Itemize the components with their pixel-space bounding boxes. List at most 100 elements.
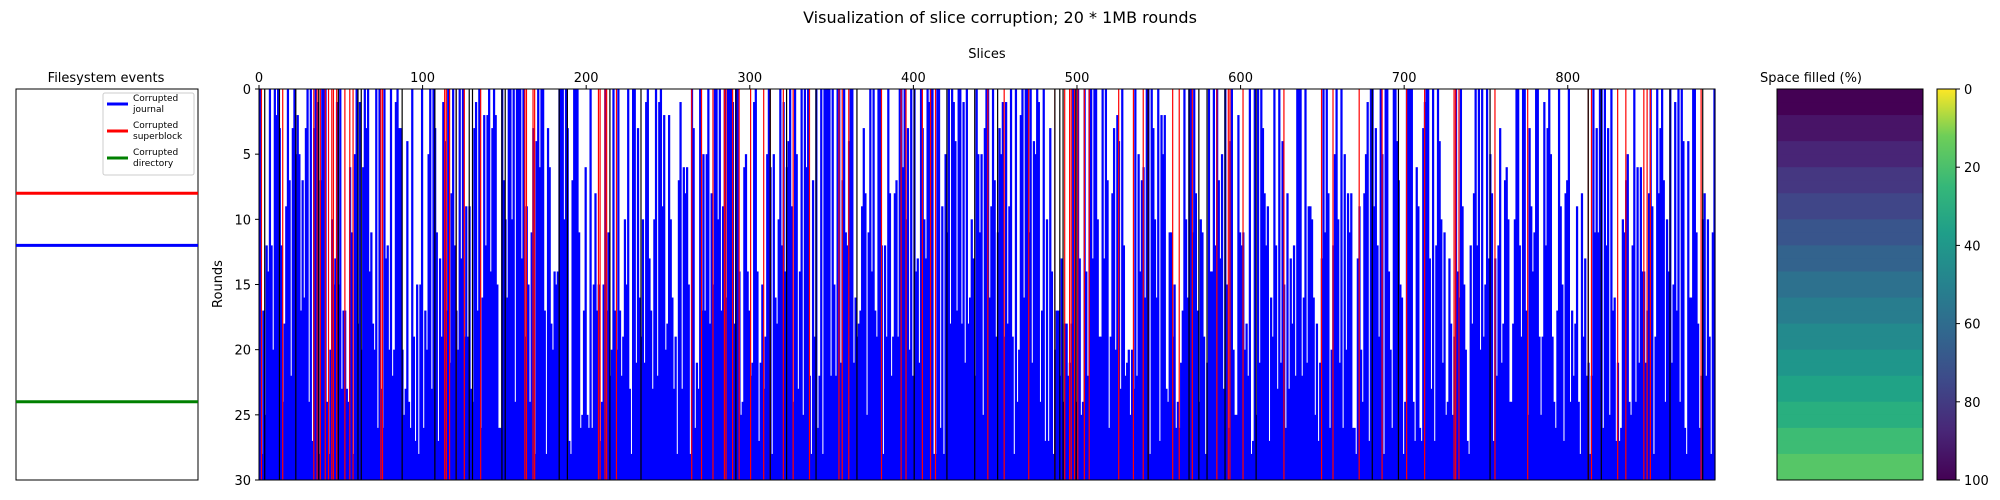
slice-bar (813, 336, 816, 480)
slice-bar (452, 89, 455, 480)
slice-bar (1575, 206, 1579, 481)
slice-bar (309, 89, 312, 480)
slice-bar (757, 440, 761, 480)
slice-bar (970, 219, 973, 481)
slice-bar (1459, 89, 1463, 480)
slice-bar (1350, 193, 1353, 480)
slice-bar (530, 232, 533, 480)
slice-bar (676, 453, 679, 480)
slice-bar (296, 115, 299, 481)
slice-bar (1533, 232, 1536, 480)
slice-bar (460, 258, 463, 480)
slice-bar (1692, 89, 1695, 480)
slice-bar (1582, 336, 1585, 480)
slice-bar (797, 388, 800, 480)
slice-bar (537, 89, 540, 480)
slice-bar (730, 89, 733, 480)
slice-bar (756, 271, 759, 480)
slice-bar (1163, 115, 1166, 481)
slice-bar (378, 89, 381, 480)
slice-bar (1451, 414, 1454, 480)
slice-bar (1418, 427, 1422, 480)
slice-bar (1317, 440, 1320, 480)
slice-bar (969, 297, 972, 480)
slice-bar (1711, 232, 1714, 480)
slice-bar (543, 310, 546, 480)
slice-bar (612, 89, 615, 480)
slice-bar (1170, 232, 1173, 480)
slice-bar (915, 271, 918, 480)
slice-bar (488, 89, 491, 480)
colorbar-tick-label: 0 (1964, 83, 1972, 98)
slice-bar (301, 180, 304, 480)
slice-bar (962, 102, 965, 481)
slice-bar (1314, 414, 1317, 480)
slice-bar (972, 258, 975, 480)
slice-bar (303, 297, 306, 480)
slice-bar (998, 128, 1001, 480)
slice-bar (1431, 89, 1435, 480)
slice-bar (1319, 362, 1322, 480)
slice-bar (584, 167, 587, 480)
slice-bar (1698, 427, 1701, 480)
slice-bar (600, 401, 604, 480)
slice-bar (299, 310, 303, 480)
slice-bar (887, 89, 890, 480)
slice-bar (1706, 219, 1710, 481)
space-heatmap-row (1777, 271, 1923, 285)
slice-bar (1219, 258, 1222, 480)
slice-bar (1523, 89, 1526, 480)
slice-bar (641, 219, 645, 481)
slice-bar (1697, 323, 1700, 480)
slice-bar (1515, 89, 1518, 480)
slice-bar (1294, 375, 1297, 480)
slice-bar (1072, 89, 1075, 480)
slice-bar (951, 89, 954, 480)
slice-bar (1469, 245, 1472, 480)
slice-bar (1248, 89, 1251, 480)
space-heatmap-row (1777, 349, 1923, 364)
slice-bar (1631, 245, 1634, 480)
slice-bar (465, 206, 468, 481)
slice-bar (1289, 258, 1292, 480)
slice-bar (1623, 232, 1626, 480)
slice-bar (1675, 310, 1678, 480)
slice-bar (1593, 232, 1597, 480)
slice-bar (854, 297, 857, 480)
slice-bar (1379, 89, 1382, 480)
slice-bar (1548, 89, 1551, 480)
slice-bar (955, 310, 959, 480)
slice-bar (1613, 297, 1616, 480)
slice-bar (1274, 245, 1278, 480)
slice-bar (1608, 414, 1611, 480)
slice-bar (1245, 323, 1248, 480)
slice-bar (1685, 453, 1688, 480)
slice-bar (1425, 89, 1428, 480)
slice-bar (1456, 271, 1459, 480)
slice-bar (1677, 89, 1680, 480)
slice-bar (1124, 375, 1127, 480)
slice-bar (568, 440, 571, 480)
slice-bar (527, 284, 530, 480)
slice-bar (1094, 89, 1098, 480)
slice-bar (882, 453, 885, 480)
slice-bar (326, 401, 329, 480)
slice-bar (991, 89, 995, 480)
slice-bar (308, 401, 311, 480)
slice-bar (1369, 89, 1373, 480)
slice-bar (1662, 180, 1665, 480)
slice-bar (1127, 349, 1130, 480)
colorbar-tick-label: 20 (1964, 161, 1981, 176)
slice-bar (334, 258, 337, 480)
slice-bar (1281, 141, 1284, 480)
slice-bar (496, 284, 499, 480)
slice-bar (563, 219, 566, 481)
slice-bar (1517, 89, 1520, 480)
slice-bar (1333, 154, 1337, 480)
slice-bar (659, 89, 663, 480)
slice-bar (453, 245, 456, 480)
slice-bar (1592, 89, 1595, 480)
slice-bar (947, 89, 950, 480)
slice-bar (1359, 349, 1363, 480)
